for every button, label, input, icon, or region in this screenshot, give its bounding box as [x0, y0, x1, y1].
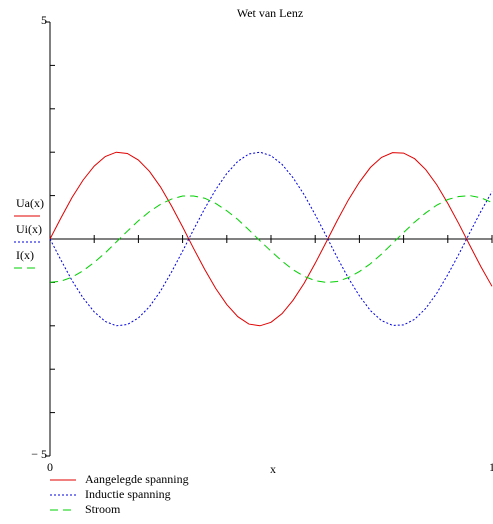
legend-label: Stroom: [85, 502, 121, 516]
series-line: [49, 195, 493, 283]
chart-title: Wet van Lenz: [237, 6, 303, 20]
y-tick-label: − 5: [31, 447, 47, 461]
x-tick-label: 1: [489, 460, 493, 474]
y-axis-label: Ui(x): [16, 222, 42, 236]
x-tick-label: 0: [47, 460, 53, 474]
y-axis-label: Ua(x): [16, 196, 44, 210]
y-axis-label: I(x): [16, 248, 34, 262]
y-tick-label: 5: [41, 13, 47, 27]
legend-label: Aangelegde spanning: [85, 472, 189, 486]
legend-label: Inductie spanning: [85, 487, 171, 501]
x-axis-label: x: [270, 462, 276, 476]
series-line: [49, 151, 493, 327]
